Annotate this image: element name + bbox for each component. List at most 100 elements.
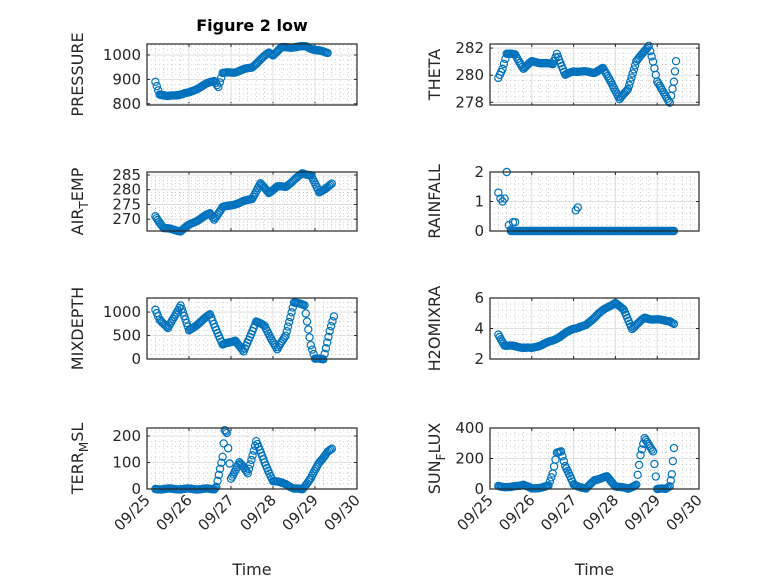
data-point	[648, 447, 658, 456]
data-point	[215, 78, 224, 87]
y-tick-label: 2	[474, 163, 484, 181]
data-point	[323, 48, 332, 58]
axes-box	[489, 171, 700, 232]
x-tick-label: 09/28	[237, 491, 280, 534]
subplot-h2omixra: 2 4 6 H2OMIXRA	[425, 286, 700, 372]
y-tick-label: 900	[112, 70, 141, 88]
data-point	[151, 77, 160, 87]
data-point	[305, 333, 314, 342]
y-axis-label: H2OMIXRA	[425, 286, 444, 372]
y-tick-label: 6	[474, 289, 484, 307]
data-point	[244, 464, 254, 474]
data-point	[622, 86, 631, 95]
data-point	[282, 327, 291, 336]
data-point	[667, 470, 677, 479]
data-point	[320, 349, 329, 358]
data-point	[170, 312, 179, 322]
y-tick-label: 1000	[103, 303, 141, 321]
data-point	[636, 450, 645, 460]
data-point	[646, 46, 655, 56]
data-point	[245, 460, 255, 469]
data-point	[556, 447, 566, 456]
subplot-terr-msl: 09/2509/2609/2709/2809/2909/300100200TER…	[68, 423, 364, 579]
data-point	[223, 444, 233, 453]
y-tick-label: 280	[455, 66, 484, 84]
data-point	[327, 179, 336, 188]
y-tick-label: 1	[474, 193, 484, 211]
data-point	[621, 87, 630, 97]
data-point	[328, 317, 337, 326]
data-point	[637, 445, 647, 454]
data-point	[211, 483, 220, 493]
data-point	[216, 73, 226, 82]
data-point	[654, 79, 663, 88]
data-point	[599, 65, 609, 75]
data-point	[647, 445, 657, 454]
data-point	[644, 41, 654, 51]
x-tick-label: 09/30	[663, 491, 706, 534]
data-point	[305, 475, 314, 485]
data-point	[217, 458, 226, 467]
data-point	[322, 338, 332, 347]
data-point	[247, 194, 257, 204]
axes-box	[489, 427, 700, 490]
chart-title: Figure 2 low	[196, 16, 308, 35]
data-point	[661, 92, 671, 101]
subplot-rainfall: 0 1 2 RAINFALL	[425, 163, 700, 240]
data-point	[327, 444, 336, 453]
data-point	[285, 317, 294, 327]
data-point	[152, 81, 161, 91]
data-point	[204, 310, 213, 320]
y-tick-label: 0	[131, 480, 141, 498]
y-tick-label: 2	[474, 350, 484, 368]
data-point	[498, 64, 507, 74]
y-axis-label: TERRMSL	[68, 423, 91, 496]
x-tick-label: 09/29	[621, 491, 664, 534]
data-point	[218, 452, 227, 461]
axes-box	[146, 43, 358, 106]
data-point	[302, 317, 312, 326]
data-point	[669, 319, 679, 329]
y-axis-label: SUNFLUX	[425, 423, 448, 495]
data-point	[629, 65, 639, 74]
data-point	[212, 482, 221, 492]
x-tick-label: 09/28	[579, 491, 622, 534]
x-tick-label: 09/30	[321, 491, 364, 534]
data-point	[214, 470, 224, 480]
data-point	[324, 332, 333, 342]
data-point	[326, 180, 335, 189]
axes-box	[146, 171, 358, 232]
data-point	[670, 67, 680, 76]
data-point	[161, 321, 170, 330]
data-point	[281, 331, 290, 340]
data-point	[573, 203, 582, 212]
data-point	[647, 52, 656, 61]
y-tick-label: 278	[455, 93, 484, 111]
data-point	[308, 345, 317, 354]
data-point	[326, 445, 335, 454]
data-point	[326, 321, 336, 331]
y-tick-label: 500	[112, 327, 141, 345]
data-point	[181, 315, 190, 324]
data-point	[321, 344, 331, 353]
data-point	[179, 311, 189, 321]
x-tick-label: 09/26	[495, 491, 538, 534]
data-point	[628, 69, 637, 78]
y-tick-label: 100	[112, 453, 141, 471]
data-point	[669, 443, 679, 453]
axes-box	[489, 297, 700, 360]
data-point	[623, 84, 633, 94]
data-point	[214, 82, 223, 92]
data-point	[213, 476, 222, 486]
data-point	[168, 314, 178, 324]
data-point	[624, 81, 634, 90]
y-axis-label: AIRTEMP	[68, 167, 91, 235]
x-tick-label: 09/27	[537, 491, 580, 534]
y-tick-label: 200	[455, 450, 484, 468]
y-axis-label: PRESSURE	[68, 32, 87, 116]
data-point	[559, 457, 569, 466]
data-point	[301, 309, 310, 318]
y-tick-label: 1000	[103, 46, 141, 64]
data-point	[205, 208, 215, 218]
data-point	[304, 325, 313, 334]
